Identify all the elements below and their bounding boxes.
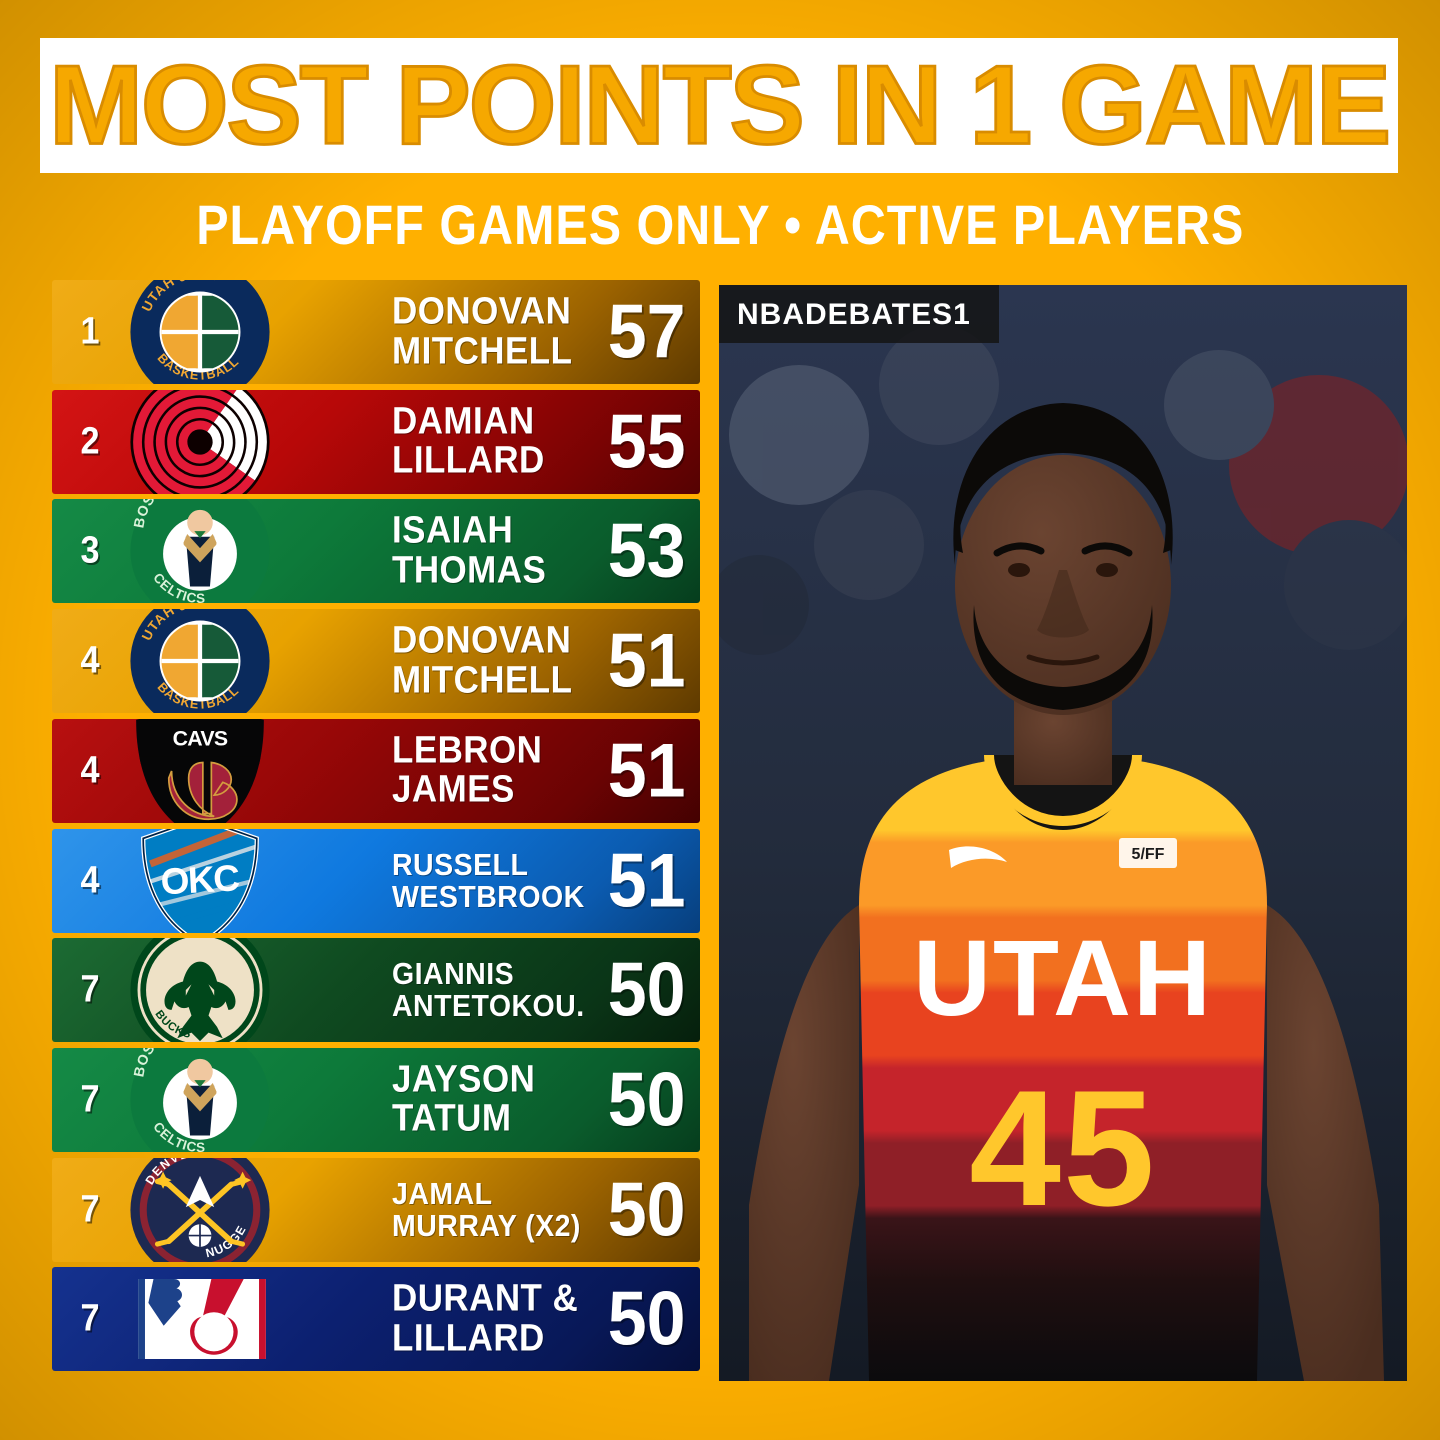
svg-text:OKC: OKC — [160, 857, 241, 902]
svg-text:5/FF: 5/FF — [1132, 846, 1165, 863]
svg-text:UTAH: UTAH — [913, 917, 1213, 1038]
svg-text:45: 45 — [969, 1056, 1157, 1240]
svg-text:CAVS: CAVS — [173, 726, 228, 750]
svg-text:NBADEBATES1: NBADEBATES1 — [737, 298, 971, 331]
